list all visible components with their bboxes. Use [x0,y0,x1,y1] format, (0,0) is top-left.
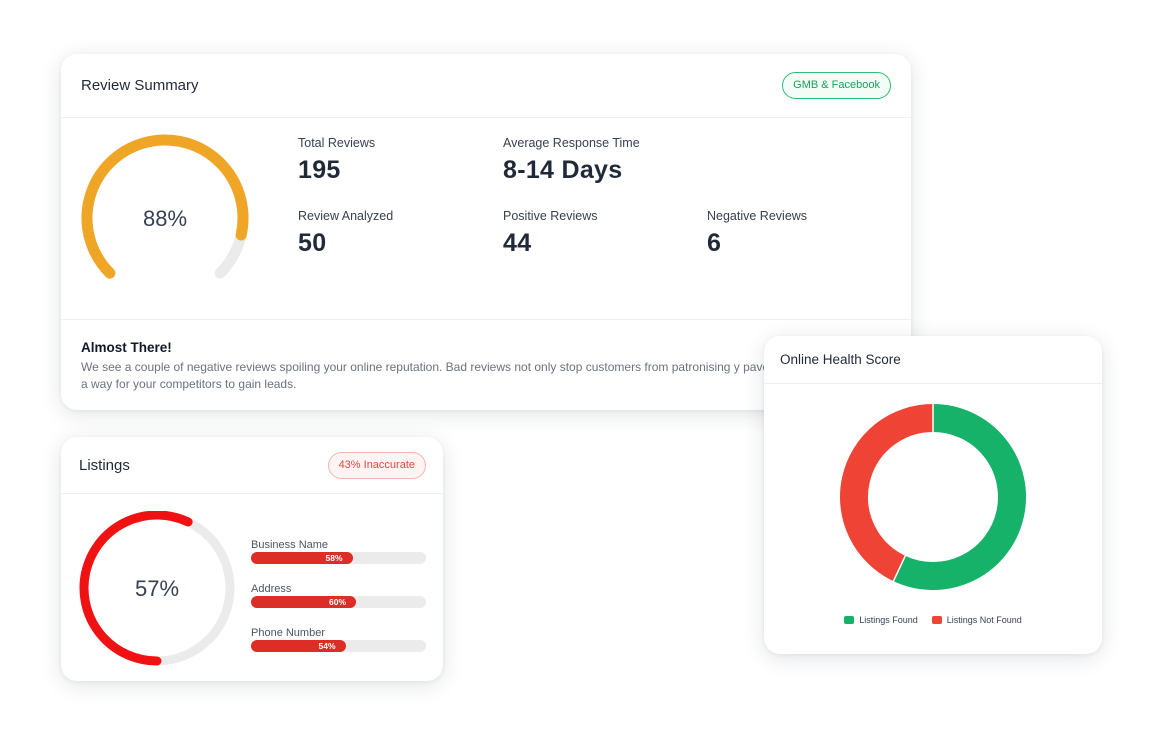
donut-slice-not-found[interactable] [840,404,934,582]
stat-label: Review Analyzed [298,209,394,223]
health-score-title: Online Health Score [780,352,901,367]
legend-label: Listings Found [859,615,918,625]
source-badge[interactable]: GMB & Facebook [782,72,891,99]
review-gauge-fill [81,134,249,279]
bar-address: Address 60% [251,583,426,608]
listings-gauge [79,511,235,666]
legend-label: Listings Not Found [946,615,1022,625]
donut-slice-found[interactable] [893,404,1026,590]
bar-business-name: Business Name 58% [251,539,426,564]
review-summary-title: Review Summary [81,77,199,94]
bar-percent: 58% [325,553,343,563]
stat-review-analyzed: Review Analyzed 50 [298,209,393,258]
review-gauge [81,134,249,279]
bar-label: Address [251,583,292,595]
stat-value: 195 [298,156,341,184]
listings-title: Listings [79,456,130,474]
legend-item-not-found[interactable]: Listings Not Found [931,615,1022,625]
legend-swatch [931,616,942,624]
bar-phone-number: Phone Number 54% [251,627,426,652]
bar-track: 54% [251,640,426,652]
listings-card: Listings 43% Inaccurate 57% Business Nam… [61,437,443,681]
legend-swatch [844,616,855,624]
bar-track: 58% [251,552,426,564]
stat-negative-reviews: Negative Reviews 6 [707,209,807,258]
bar-percent: 54% [318,641,336,651]
review-message: Almost There! We see a couple of negativ… [61,319,911,410]
bar-track: 60% [251,596,426,608]
stat-total-reviews: Total Reviews 195 [298,136,375,185]
review-summary-header: Review Summary GMB & Facebook [61,54,911,118]
message-body: We see a couple of negative reviews spoi… [81,360,776,391]
listings-gauge-value: 57% [134,576,180,601]
stat-average-response: Average Response Time 8-14 Days [503,136,640,185]
stat-value: 6 [707,229,722,257]
stat-value: 44 [503,229,532,257]
donut-separator [892,555,907,582]
stat-label: Average Response Time [503,136,640,150]
bar-fill: 54% [251,640,346,652]
health-score-card: Online Health Score Listings Found Listi… [764,336,1102,654]
stat-label: Negative Reviews [707,209,808,223]
review-gauge-value: 88% [142,206,188,231]
stat-positive-reviews: Positive Reviews 44 [503,209,597,258]
bar-fill: 58% [251,552,353,564]
health-donut-chart [840,404,1026,590]
stat-value: 8-14 Days [503,156,623,184]
stat-value: 50 [298,229,327,257]
listings-gauge-fill [79,511,193,666]
chart-legend: Listings Found Listings Not Found [764,615,1102,625]
stat-label: Positive Reviews [503,209,598,223]
bar-percent: 60% [328,597,346,607]
health-score-header: Online Health Score [764,336,1102,384]
bar-fill: 60% [251,596,356,608]
inaccurate-badge[interactable]: 43% Inaccurate [327,451,426,479]
bar-label: Business Name [251,539,329,551]
bar-label: Phone Number [251,627,325,639]
listings-header: Listings 43% Inaccurate [61,437,443,494]
review-summary-card: Review Summary GMB & Facebook 88% Total … [61,54,911,410]
stat-label: Total Reviews [298,136,376,150]
message-title: Almost There! [81,340,172,355]
legend-item-found[interactable]: Listings Found [844,615,918,625]
